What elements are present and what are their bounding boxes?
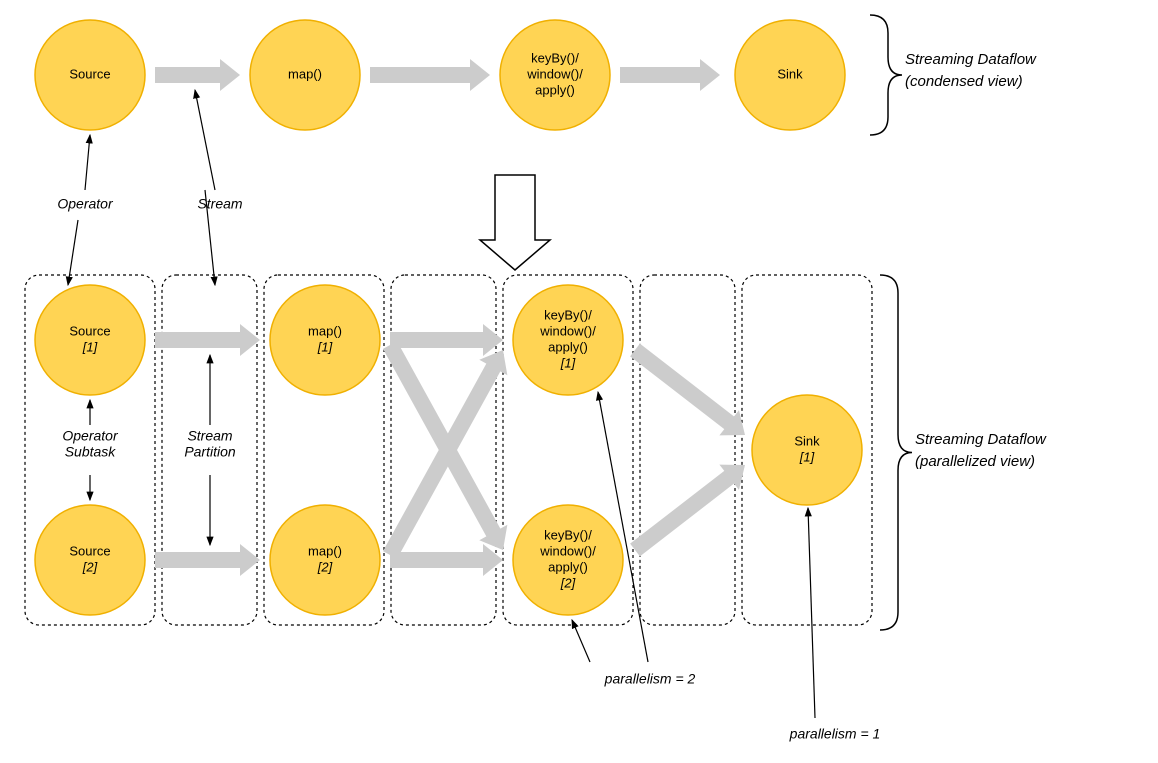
annot-op-subtask: Subtask — [65, 444, 117, 460]
parallel-arrow-1 — [155, 544, 260, 576]
annot-operator-arrow — [85, 135, 90, 190]
parallel-keyby1-label: apply() — [548, 339, 588, 354]
parallel-keyby2-sub: [2] — [560, 575, 576, 590]
parallel-map2-label: map() — [308, 543, 342, 558]
condensed-source-label: Source — [69, 66, 110, 81]
parallel-side-label: Streaming Dataflow — [915, 431, 1047, 448]
parallel-arrow-3 — [390, 544, 503, 576]
condensed-side-label: Streaming Dataflow — [905, 51, 1037, 68]
parallel-sink1-sub: [1] — [799, 449, 815, 464]
condensed-arrow-2 — [620, 59, 720, 91]
parallel-brace — [880, 275, 912, 630]
parallel-keyby1-label: window()/ — [539, 323, 596, 338]
parallel-source2-sub: [2] — [82, 559, 98, 574]
parallel-source2-label: Source — [69, 543, 110, 558]
annot-parallelism-2: parallelism = 2 — [604, 671, 696, 687]
down-arrow — [480, 175, 550, 270]
parallel-arrow-6 — [630, 344, 745, 436]
dataflow-diagram: Sourcemap()keyBy()/window()/apply()SinkS… — [0, 0, 1158, 763]
parallel-arrow-0 — [155, 324, 260, 356]
parallel-map2-sub: [2] — [317, 559, 333, 574]
condensed-keyby-label: keyBy()/ — [531, 50, 579, 65]
parallel-keyby2-label: keyBy()/ — [544, 527, 592, 542]
parallel-keyby2-label: window()/ — [539, 543, 596, 558]
annot-operator: Operator — [57, 196, 114, 212]
parallel-keyby1-label: keyBy()/ — [544, 307, 592, 322]
parallel-keyby2-label: apply() — [548, 559, 588, 574]
annot-stream: Stream — [197, 196, 242, 212]
annot-parallelism-1: parallelism = 1 — [789, 726, 881, 742]
condensed-keyby-label: window()/ — [526, 66, 583, 81]
condensed-arrow-0 — [155, 59, 240, 91]
annot-par2-a — [572, 620, 590, 662]
parallel-map1-label: map() — [308, 323, 342, 338]
annot-op-subtask: Operator — [62, 428, 119, 444]
parallel-arrow-7 — [630, 465, 745, 557]
parallel-side-label: (parallelized view) — [915, 453, 1035, 470]
parallel-sink1-label: Sink — [794, 433, 820, 448]
parallel-map1-sub: [1] — [317, 339, 333, 354]
condensed-keyby-label: apply() — [535, 82, 575, 97]
parallel-keyby1-sub: [1] — [560, 355, 576, 370]
annot-stream-part: Partition — [184, 444, 236, 460]
stream3-box — [640, 275, 735, 625]
condensed-map-label: map() — [288, 66, 322, 81]
condensed-sink-label: Sink — [777, 66, 803, 81]
condensed-arrow-1 — [370, 59, 490, 91]
condensed-side-label: (condensed view) — [905, 73, 1023, 90]
annot-stream-part: Stream — [187, 428, 232, 444]
annot-stream-arrow — [195, 90, 215, 190]
parallel-source1-label: Source — [69, 323, 110, 338]
annot-par1-a — [808, 508, 815, 718]
parallel-arrow-2 — [390, 324, 503, 356]
parallel-source1-sub: [1] — [82, 339, 98, 354]
condensed-brace — [870, 15, 902, 135]
